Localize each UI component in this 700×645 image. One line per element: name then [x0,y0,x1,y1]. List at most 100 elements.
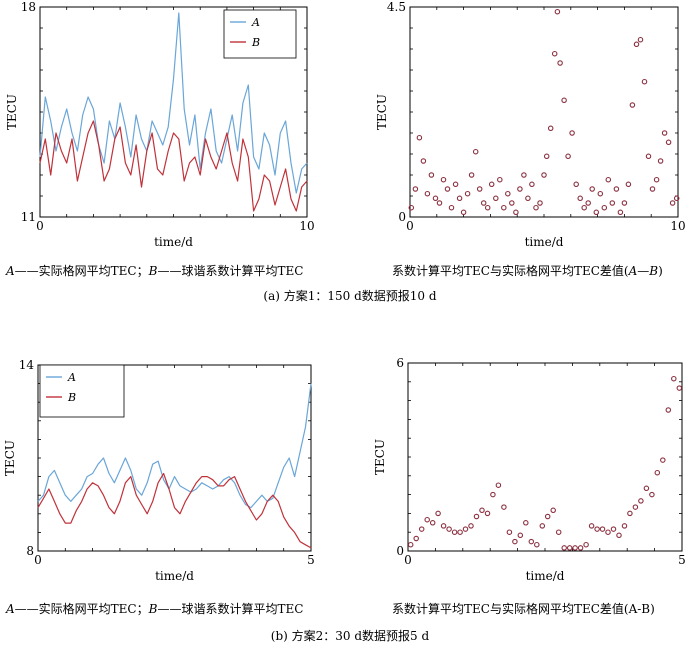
b-line-ylabel: TECU [3,440,17,476]
a-scatter-point [537,200,543,206]
a-scatter-point [484,204,491,211]
a-scatter-point [569,130,575,136]
b-scatter-plot-frame [407,362,683,552]
b-line-y-tick-label: 8 [26,544,34,558]
a-scatter-point [432,195,439,202]
caption-panel-a: (a) 方案1：150 d数据预报10 d [263,289,437,303]
b-scatter-x-tick-label: 5 [678,553,686,567]
b-scatter-xlabel: time/d [526,569,565,583]
b-scatter-point [534,541,540,548]
b-scatter-point [616,532,622,539]
b-scatter-point [577,545,584,551]
caption-b-left-mid: ——实际格网平均TEC； [14,602,149,616]
a-scatter-point [472,148,479,155]
b-scatter-point [638,498,644,504]
b-scatter-point [550,507,556,514]
caption-a-left-end: ——球谐系数计算平均TEC [157,264,304,278]
a-scatter-point [617,209,624,216]
a-line-legend-label-a: A [251,16,260,29]
a-scatter-point [480,200,487,206]
a-line-x-tick-label: 10 [299,219,314,233]
b-scatter-point [451,529,458,535]
a-scatter-point [653,176,660,183]
b-line-y-tick-label: 14 [19,358,35,372]
a-scatter-point [509,200,515,206]
b-line-series-a-line [37,383,312,509]
a-scatter-point [581,204,587,211]
b-line-x-tick-label: 5 [307,553,315,567]
caption-a-left-mid: ——实际格网平均TEC； [14,264,149,278]
caption-a-right-a: A [628,264,638,278]
a-scatter-point [521,172,527,178]
b-scatter-point [588,523,595,529]
b-scatter-y-tick-label: 0 [396,544,404,558]
b-scatter-point [621,523,628,529]
b-scatter-point [446,526,452,532]
a-scatter-xlabel: time/d [525,235,564,249]
caption-b-left-end: ——球谐系数计算平均TEC [157,602,304,616]
a-scatter-point [589,186,595,192]
b-line-x-tick-label: 0 [34,553,42,567]
a-line-legend-box [223,9,297,59]
a-scatter-point [637,36,644,43]
b-scatter-point [473,513,480,520]
b-scatter-point [440,523,447,529]
a-scatter-point [501,204,507,211]
a-scatter-point [529,181,535,188]
a-scatter-point [601,204,608,211]
a-line-plot-frame [39,6,308,218]
b-line-legend-box [39,364,125,418]
a-scatter-point [649,186,656,192]
a-scatter-point [561,97,567,104]
b-scatter-point [627,510,633,517]
b-scatter-point [407,541,414,548]
a-scatter-point [440,176,447,183]
b-scatter-point [649,491,655,498]
b-scatter-point [676,385,683,391]
b-scatter-point [583,541,589,548]
a-scatter-point [488,181,495,188]
a-scatter-point [476,186,483,192]
a-scatter-point [609,200,616,206]
a-scatter-point [633,41,640,48]
b-scatter-point [418,526,425,532]
a-scatter-point [412,186,419,192]
b-scatter-point [555,529,562,535]
b-scatter-point [665,407,672,413]
a-scatter-point [657,158,664,164]
a-scatter-point [645,153,652,160]
a-scatter-point [428,172,435,178]
a-scatter-point [444,186,451,192]
caption-a-right-post: ) [658,264,663,278]
b-scatter-point [544,513,551,520]
a-scatter-point [665,139,672,146]
a-line-ylabel: TECU [5,94,19,130]
caption-a-left-a: A [6,264,15,278]
a-scatter-point [613,186,620,192]
b-scatter-point [424,516,430,523]
a-scatter-point [554,8,561,15]
a-scatter-point [468,172,475,178]
a-scatter-point [593,209,600,216]
a-scatter-point [597,190,604,197]
a-line-y-tick-label: 18 [21,0,36,14]
b-scatter-point [479,507,485,514]
a-scatter-x-tick-label: 0 [406,219,414,233]
a-scatter-ylabel: TECU [375,94,389,130]
b-scatter-point [429,520,436,526]
b-scatter-point [539,523,546,529]
caption-b-left: A——实际格网平均TEC；B——球谐系数计算平均TEC [6,600,303,617]
a-scatter-point [533,204,539,211]
caption-a-left: A——实际格网平均TEC；B——球谐系数计算平均TEC [6,262,303,279]
b-scatter-point [413,535,419,542]
b-scatter-point [484,510,491,517]
b-scatter-point [506,529,513,535]
caption-b-right: 系数计算平均TEC与实际格网平均TEC差值(A-B) [392,602,655,616]
b-scatter-point [610,526,617,532]
a-scatter-point [573,181,579,188]
a-scatter-point [505,190,511,197]
b-scatter-point [501,504,507,510]
a-scatter-point [408,204,415,211]
a-scatter-point [621,200,628,206]
